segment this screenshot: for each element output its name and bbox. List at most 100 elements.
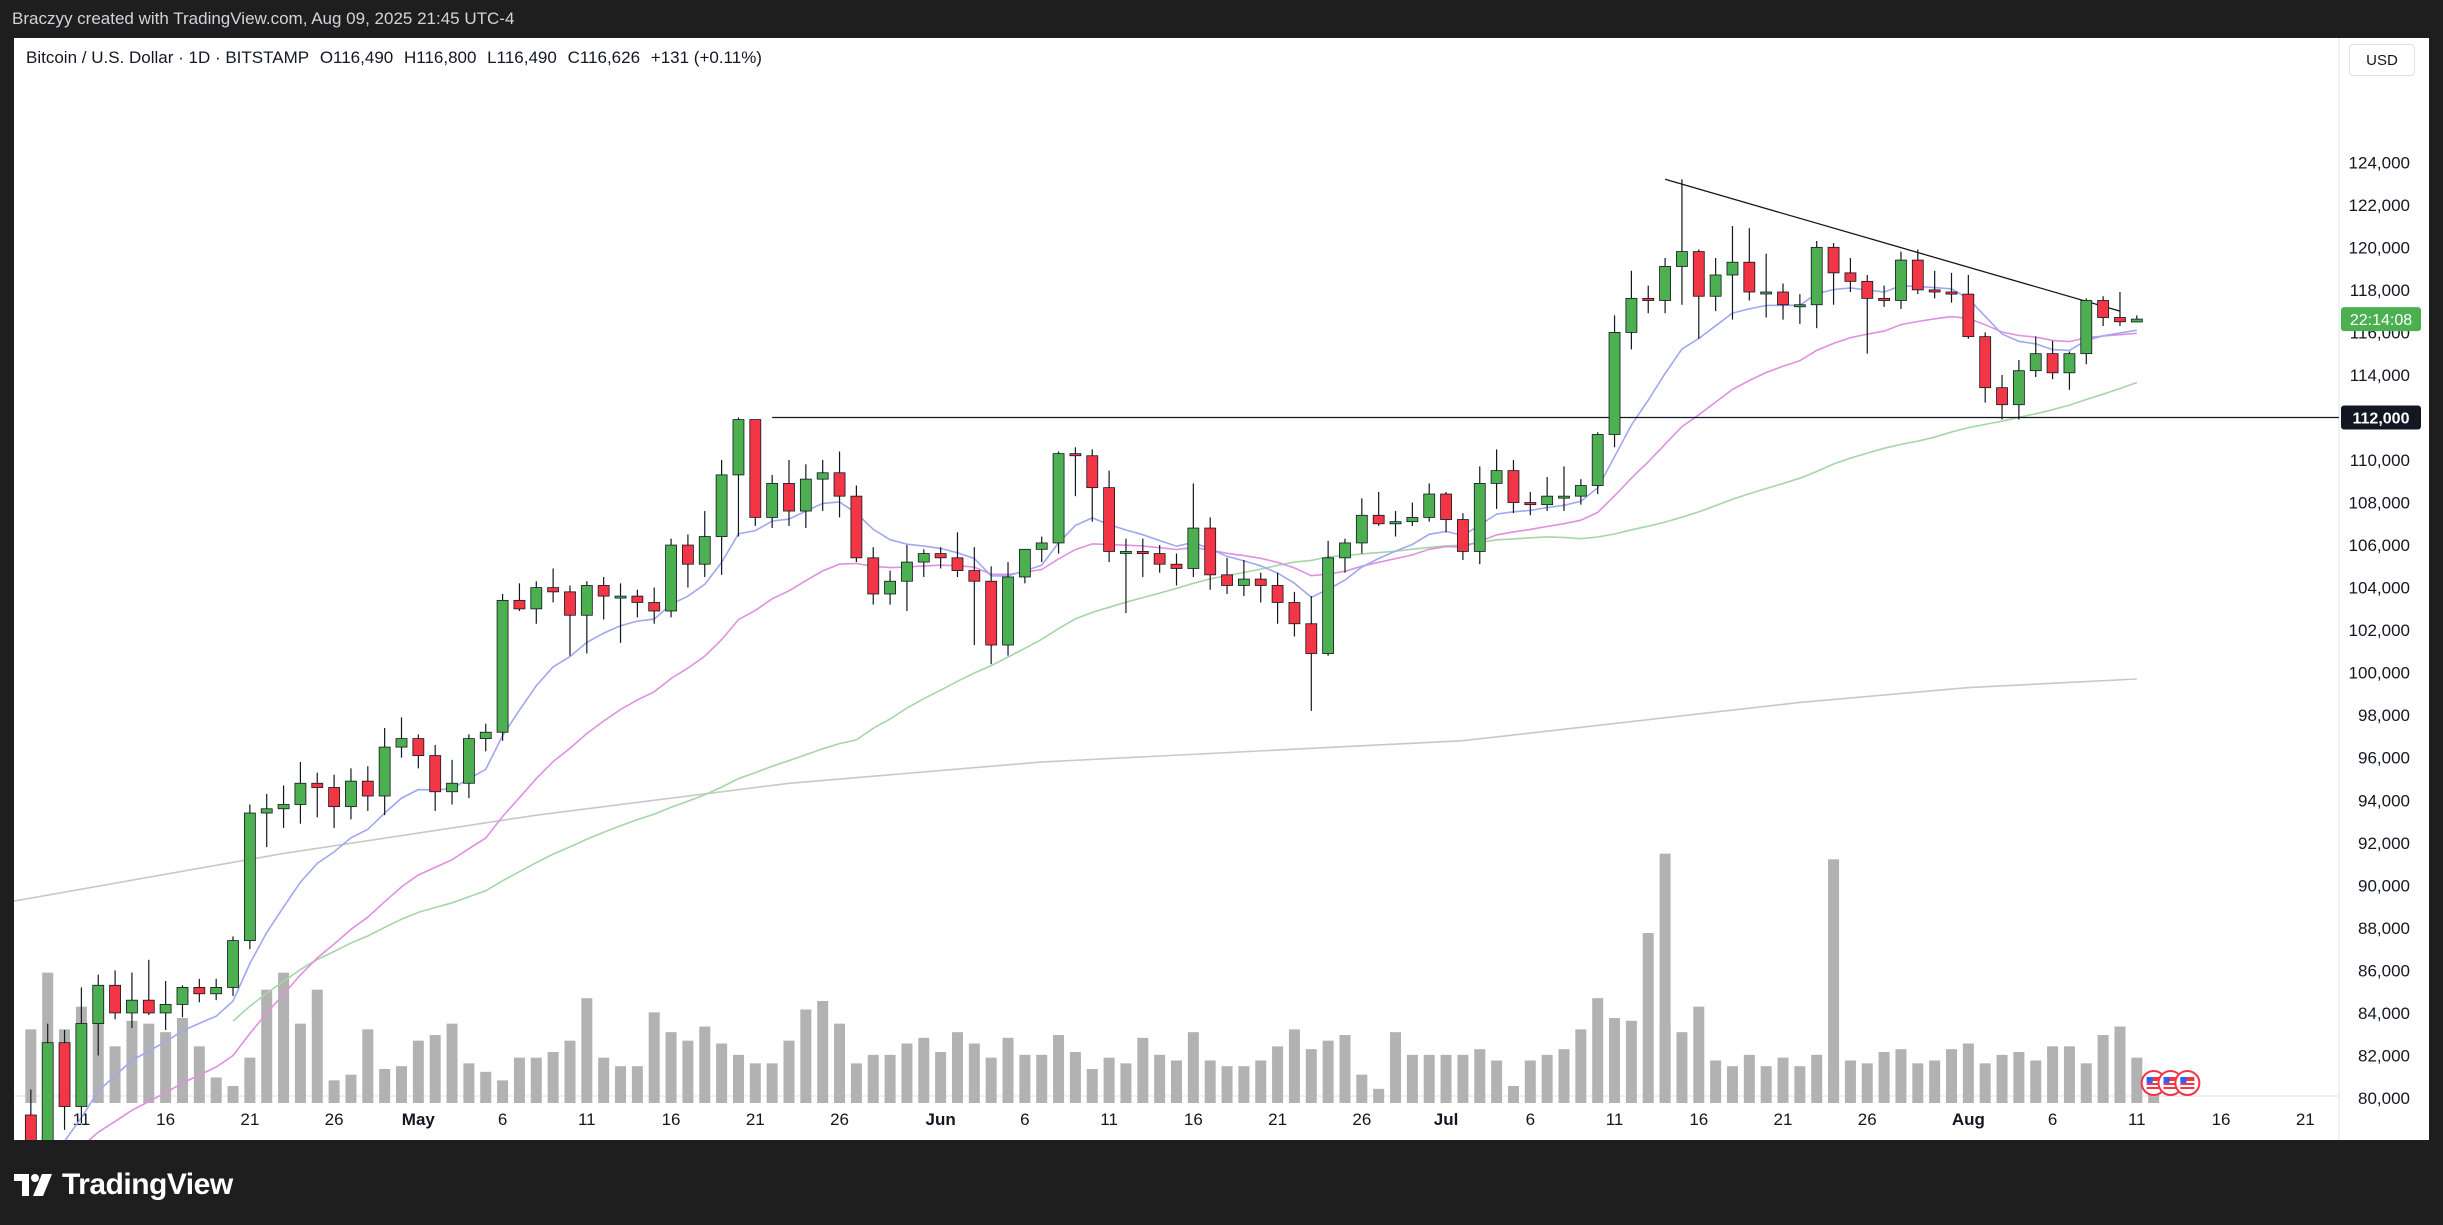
candle-body xyxy=(783,482,795,512)
candle-body xyxy=(1659,266,1671,301)
ohlc-low: L116,490 xyxy=(487,48,557,67)
sma50-line xyxy=(232,381,2138,1022)
volume-bar xyxy=(1086,1069,1098,1103)
candle xyxy=(1996,374,2008,420)
candle-body xyxy=(2080,300,2093,355)
candle-body xyxy=(648,602,661,612)
chart-panel[interactable]: 124,000 122,000 120,000 118,000 116,000 114,0… xyxy=(14,38,2429,1140)
currency-button[interactable]: USD xyxy=(2349,44,2415,76)
candle xyxy=(227,936,239,996)
time-axis-tick: 11 xyxy=(1606,1110,1624,1129)
volume-bar xyxy=(1305,1049,1317,1103)
volume-bar xyxy=(210,1077,222,1103)
volume-bar xyxy=(1726,1066,1738,1103)
volume-bar xyxy=(1524,1060,1536,1103)
volume-bar xyxy=(1103,1057,1115,1103)
level-price-text: 112,000 xyxy=(2353,410,2410,427)
candle xyxy=(2063,351,2076,390)
candle-body xyxy=(1878,297,1891,301)
candle xyxy=(193,978,206,1003)
candle-body xyxy=(1153,553,1166,565)
candle xyxy=(1911,249,1924,295)
candle-body xyxy=(1120,551,1132,554)
volume-bar xyxy=(1322,1040,1334,1103)
volume-bar xyxy=(1440,1054,1452,1103)
candle xyxy=(985,566,998,665)
price-axis-tick: 106,000 xyxy=(2349,536,2410,555)
volume-bar xyxy=(1120,1063,1132,1103)
tradingview-logo-icon xyxy=(14,1174,52,1196)
candle-body xyxy=(1339,542,1351,559)
candle-body xyxy=(2046,353,2059,374)
volume-bar xyxy=(1946,1049,1957,1103)
candle-body xyxy=(1861,280,1874,299)
candle-body xyxy=(1608,331,1621,435)
candle-body xyxy=(1996,387,2008,406)
symbol-legend: Bitcoin / U.S. Dollar · 1D · BITSTAMP O1… xyxy=(26,48,768,68)
candle xyxy=(1490,449,1503,509)
candle-body xyxy=(1103,487,1116,552)
candle-body xyxy=(1827,246,1840,274)
candle-body xyxy=(462,738,475,784)
candle xyxy=(917,549,930,577)
volume-bar xyxy=(2080,1063,2092,1103)
candle xyxy=(1136,538,1149,577)
candle xyxy=(766,474,779,529)
price-axis-tick: 108,000 xyxy=(2349,494,2410,513)
volume-bar xyxy=(1221,1066,1233,1103)
volume-bar xyxy=(379,1069,391,1103)
candle-body xyxy=(597,585,610,597)
brand-name: TradingView xyxy=(62,1168,233,1201)
volume-bar xyxy=(294,1023,306,1103)
candle-body xyxy=(884,580,896,595)
candle xyxy=(631,589,644,618)
volume-bar xyxy=(1137,1037,1149,1103)
candle-body xyxy=(715,474,728,537)
candle xyxy=(1625,270,1638,350)
ohlc-close: C116,626 xyxy=(567,48,641,67)
candle xyxy=(530,581,543,624)
candle xyxy=(665,538,677,618)
candle xyxy=(1221,557,1233,594)
candle-body xyxy=(361,780,374,797)
candle-body xyxy=(1793,304,1806,308)
candlestick-chart[interactable]: 124,000122,000120,000118,000116,000114,0… xyxy=(14,38,2429,1140)
candle-body xyxy=(1271,585,1284,603)
volume-bar xyxy=(1979,1063,1991,1103)
candle-body xyxy=(698,536,711,565)
volume-bar xyxy=(1406,1054,1418,1103)
candle-body xyxy=(1002,576,1014,646)
volume-bar xyxy=(1743,1054,1755,1103)
last-price-label: 22:14:08 xyxy=(2341,307,2421,332)
candle-body xyxy=(1187,527,1200,569)
volume-bar xyxy=(968,1043,980,1103)
volume-bar xyxy=(227,1086,239,1103)
candle-body xyxy=(665,544,677,612)
candle-body xyxy=(1086,455,1099,489)
candle xyxy=(294,761,307,824)
candle-body xyxy=(446,782,458,793)
candle xyxy=(783,460,795,526)
candle-body xyxy=(564,591,576,616)
candle xyxy=(1827,243,1840,305)
candle xyxy=(462,734,475,799)
candle xyxy=(1945,272,1958,303)
time-axis-tick: Aug xyxy=(1952,1110,1985,1129)
time-axis-tick: 21 xyxy=(1268,1110,1287,1129)
candle-body xyxy=(1541,495,1554,506)
candle-body xyxy=(547,587,560,593)
volume-bar xyxy=(1154,1054,1166,1103)
candle-body xyxy=(530,587,543,610)
candle-body xyxy=(1254,578,1267,586)
volume-bar xyxy=(412,1040,424,1103)
candle-body xyxy=(2114,317,2126,323)
candle xyxy=(1878,285,1891,307)
candle-body xyxy=(1676,251,1688,267)
tradingview-logo[interactable]: TradingView xyxy=(14,1168,233,1202)
ohlc-high: H116,800 xyxy=(403,48,477,67)
candle-body xyxy=(1945,291,1958,295)
candles xyxy=(24,179,2143,1140)
candle-body xyxy=(1642,297,1655,301)
candle-body xyxy=(1692,251,1705,297)
time-axis-tick: 11 xyxy=(2128,1110,2146,1129)
